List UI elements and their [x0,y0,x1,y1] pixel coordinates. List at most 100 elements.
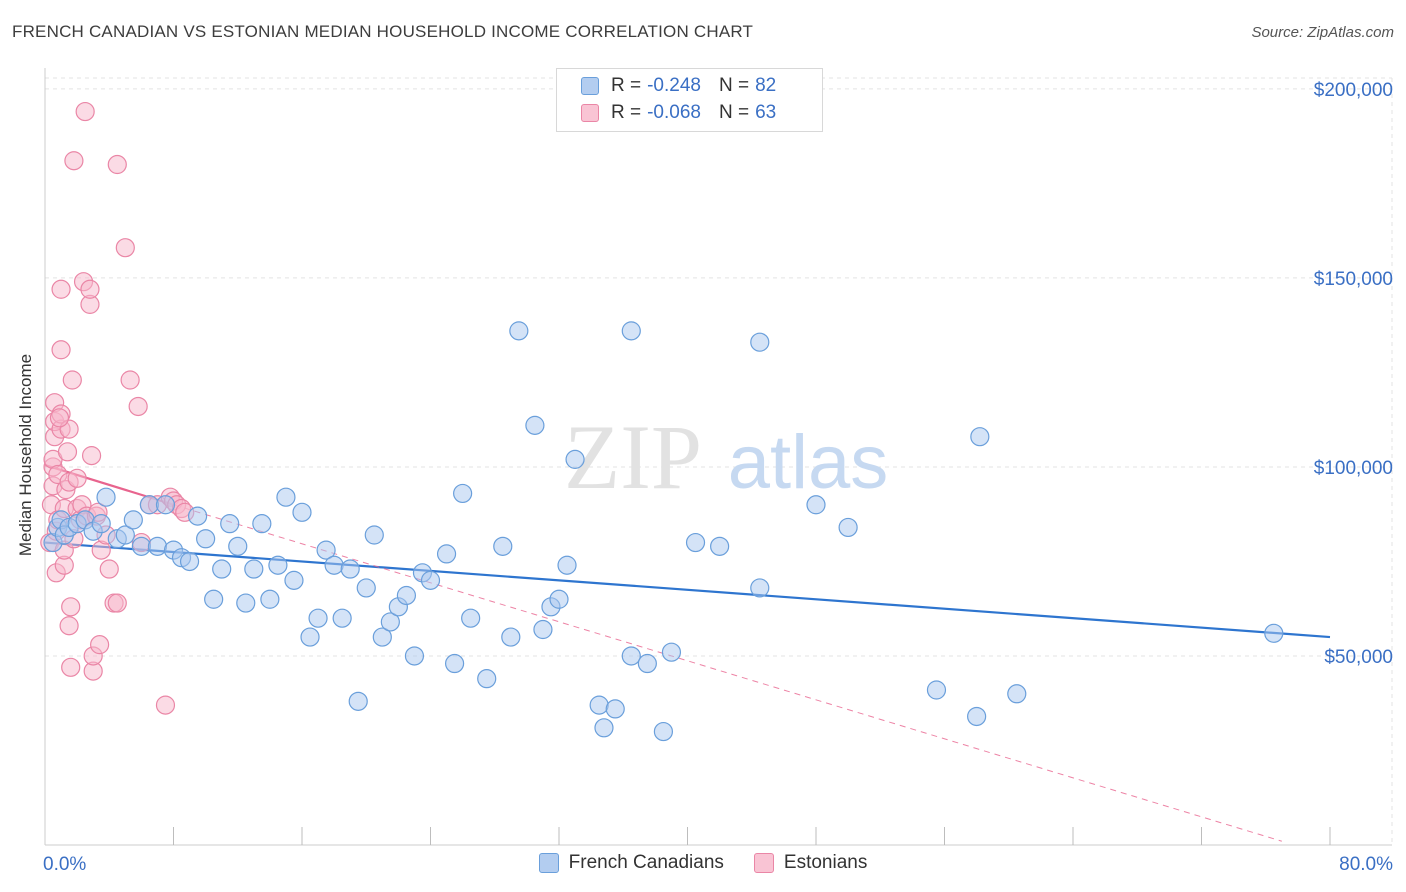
legend-r-value: -0.248 [647,75,701,96]
french-canadian-point [509,321,529,341]
french-canadian-point [356,578,376,598]
french-canadian-point [187,506,208,526]
estonian-point [99,559,119,579]
french-canadian-point [268,555,288,575]
french-canadian-point [252,514,272,534]
y-axis-label: Median Household Income [16,353,35,557]
estonian-point [51,279,71,299]
french-canadian-point [420,570,441,590]
estonian-trend-extension [173,504,1282,842]
legend-r-value: -0.068 [647,102,701,123]
french-canadian-point [123,510,143,530]
series-legend: French Canadians Estonians [0,852,1406,874]
french-canadian-point [525,415,545,435]
french-canadian-point [605,699,625,719]
french-canadian-point [661,642,682,662]
legend-swatch-pink [753,853,774,873]
french-canadian-point [838,517,858,538]
x-tick-label: 0.0% [43,854,86,875]
french-canadian-point [91,514,111,534]
french-canadian-point [621,321,641,341]
french-canadian-point [594,718,614,738]
french-canadian-point [155,495,176,515]
estonian-point [61,657,81,677]
source-label: Source: ZipAtlas.com [1251,24,1394,41]
legend-n-value: 63 [755,102,777,123]
french-canadian-point [276,487,296,507]
legend-n-value: 82 [755,75,777,96]
french-canadian-point [284,570,304,590]
french-canadian-point [621,646,641,666]
legend-swatch-blue [538,853,559,873]
legend-item-french-canadians[interactable]: French Canadians [538,852,724,874]
french-canadian-trend-line [44,541,1331,639]
french-canadian-point [477,669,497,689]
french-canadian-point [139,495,160,515]
french-canadian-point [557,555,577,575]
french-canadian-point [212,559,232,579]
legend-n-label: N = [718,75,750,96]
estonian-point [128,396,148,417]
y-tick-label: $100,000 [1314,458,1393,479]
estonian-point [107,154,127,175]
french-canadian-point [461,608,481,628]
estonian-point [75,101,95,122]
french-canadian-point [637,653,657,674]
french-canadian-point [926,680,947,700]
estonian-point [107,593,127,613]
legend-swatch-pink [581,104,599,122]
french-canadian-point [179,551,200,572]
french-canadian-point [228,536,248,556]
legend-item-estonians[interactable]: Estonians [753,852,867,874]
french-canadian-point [147,536,168,556]
x-tick-label: 80.0% [1339,854,1393,875]
grid-lines [45,77,1393,845]
x-tick-labels: 0.0% 80.0% [43,854,1393,875]
french-canadian-point [115,525,135,545]
estonian-point [51,340,71,360]
french-canadian-point [1007,684,1027,704]
french-canadian-point [292,502,312,522]
french-canadian-point [565,449,585,469]
estonian-point [67,468,87,488]
french-canadian-point [220,514,240,534]
french-canadian-point [332,608,352,628]
french-canadian-point [324,555,344,575]
french-canadian-point [96,487,116,507]
french-canadian-point [131,536,151,556]
legend-row-french-canadians: R = -0.248 N = 82 [581,74,776,98]
french-canadian-point [396,585,417,606]
french-canadian-point [244,559,264,579]
estonian-point [155,695,176,715]
french-canadian-point [404,646,425,666]
french-canadian-point [589,695,609,715]
french-canadian-point [236,593,256,613]
legend-n-label: N = [718,102,750,123]
axes [44,68,1392,846]
french-canadian-point [750,578,770,598]
french-canadian-point [685,532,706,553]
french-canadian-point [372,627,392,647]
french-canadian-point [501,627,521,647]
french-canadian-point [970,427,990,447]
legend-label: French Canadians [568,852,724,873]
estonian-point [81,446,102,466]
french-canadian-point [653,721,674,742]
french-canadian-point [196,529,216,549]
chart-title: FRENCH CANADIAN VS ESTONIAN MEDIAN HOUSE… [12,22,754,41]
watermark-zip: ZIP [564,406,702,508]
y-tick-label: $200,000 [1314,80,1393,101]
estonian-point [90,635,110,655]
french-canadian-point [340,559,360,579]
french-canadian-point [549,589,569,609]
legend-row-estonians: R = -0.068 N = 63 [581,101,776,125]
y-tick-label: $50,000 [1324,647,1393,668]
french-canadian-point [806,495,826,515]
french-canadian-point [750,332,770,352]
french-canadian-point [316,540,336,560]
french-canadian-point [444,653,465,674]
french-canadian-point [1264,623,1284,643]
watermark-atlas: atlas [728,420,889,505]
french-canadian-point [308,608,328,628]
